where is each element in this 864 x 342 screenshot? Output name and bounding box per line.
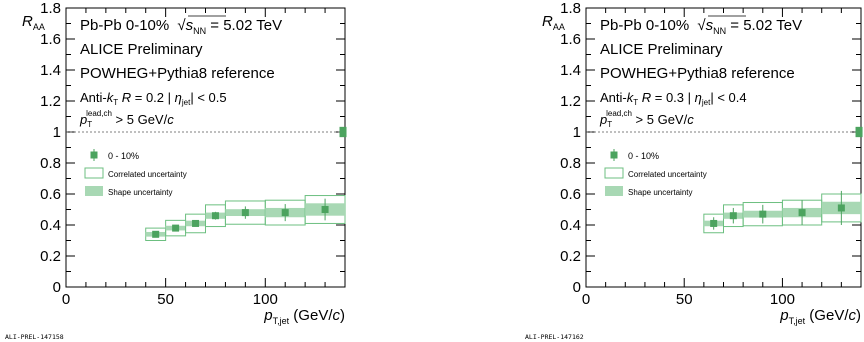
y-tick-label: 1.8 (40, 0, 61, 17)
data-point (729, 212, 737, 220)
legend-entry-correlated: Correlated uncertainty (628, 170, 707, 179)
x-tick-label: 50 (157, 291, 174, 308)
x-tick-label: 50 (676, 291, 693, 308)
y-tick-label: 0.4 (560, 217, 581, 234)
y-tick-label: 1.4 (560, 62, 581, 79)
annotation-reference: POWHEG+Pythia8 reference (600, 65, 795, 82)
legend-shape-swatch (605, 186, 623, 196)
legend-marker (90, 151, 98, 159)
y-tick-label: 0.2 (560, 248, 581, 265)
data-point (241, 209, 249, 217)
annotation-preliminary: ALICE Preliminary (80, 41, 203, 58)
data-point (710, 219, 718, 227)
y-axis-title: RAA (542, 13, 565, 32)
x-axis: 0 50 100 (62, 8, 346, 308)
preliminary-figure-id: ALI-PREL-147162 (525, 333, 584, 341)
x-tick-label: 100 (253, 291, 278, 308)
annotation-jet-definition: Anti-kT R = 0.3 | ηjet| < 0.4 (600, 90, 747, 107)
y-tick-label: 0.6 (40, 186, 61, 203)
data-point (211, 212, 219, 220)
y-tick-label: 1.6 (560, 31, 581, 48)
legend-marker (610, 151, 618, 159)
data-point (192, 219, 200, 227)
y-tick-label: 0.4 (40, 217, 61, 234)
legend-correlated-swatch (604, 167, 624, 179)
y-tick-label: 1 (573, 124, 581, 141)
y-tick-label: 0.8 (40, 155, 61, 172)
normalization-uncertainty-box (339, 126, 347, 138)
preliminary-figure-id: ALI-PREL-147158 (5, 333, 64, 341)
y-tick-label: 0 (53, 279, 61, 296)
panel-2: 0 0.2 0.4 0.6 0.8 1 1.2 1.4 1.6 1.8 0 50 100 RAA pT,je… (525, 0, 863, 341)
y-axis-title: RAA (22, 13, 45, 32)
y-tick-label: 1.2 (560, 93, 581, 110)
normalization-uncertainty-box (855, 126, 863, 138)
legend-entry-data: 0 - 10% (108, 151, 139, 161)
annotation-system: Pb-Pb 0-10% √sNN = 5.02 TeV (80, 17, 282, 36)
y-tick-label: 0.2 (40, 248, 61, 265)
x-axis-title: pT,jet (GeV/c) (779, 307, 861, 326)
data-point (281, 209, 289, 217)
legend-entry-correlated: Correlated uncertainty (108, 170, 187, 179)
y-tick-label: 0.8 (560, 155, 581, 172)
data-point (759, 210, 767, 218)
y-tick-label: 0.6 (560, 186, 581, 203)
x-tick-label: 0 (582, 291, 590, 308)
annotation-preliminary: ALICE Preliminary (600, 41, 723, 58)
x-tick-label: 0 (62, 291, 70, 308)
series-1 (145, 195, 346, 242)
data-point (172, 224, 180, 232)
annotation-jet-definition: Anti-kT R = 0.2 | ηjet| < 0.5 (80, 90, 227, 107)
annotation-system: Pb-Pb 0-10% √sNN = 5.02 TeV (600, 17, 802, 36)
y-tick-label: 1.4 (40, 62, 61, 79)
legend-entry-shape: Shape uncertainty (108, 188, 173, 197)
data-point (321, 206, 329, 213)
data-point (798, 209, 806, 217)
data-point (152, 230, 160, 238)
y-tick-label: 1.6 (40, 31, 61, 48)
x-axis: 0 50 100 (582, 8, 862, 308)
y-tick-label: 1.2 (40, 93, 61, 110)
y-tick-label: 1.8 (560, 0, 581, 17)
annotation-leading-track-cut: pTlead,ch > 5 GeV/c (79, 109, 174, 129)
y-tick-label: 1 (53, 124, 61, 141)
legend: 0 - 10% Correlated uncertainty Shape uncer… (604, 149, 707, 197)
panel-1: 0 0.2 0.4 0.6 0.8 1 1.2 1.4 1.6 1.8 0 50 100 RAA pT,je… (5, 0, 347, 341)
x-tick-label: 100 (770, 291, 795, 308)
y-tick-label: 0 (573, 279, 581, 296)
x-axis-title: pT,jet (GeV/c) (263, 307, 345, 326)
legend-correlated-swatch (84, 167, 104, 179)
legend-entry-shape: Shape uncertainty (628, 188, 693, 197)
legend-entry-data: 0 - 10% (628, 151, 659, 161)
legend: 0 - 10% Correlated uncertainty Shape uncer… (84, 149, 187, 197)
data-point (837, 204, 845, 212)
annotation-reference: POWHEG+Pythia8 reference (80, 65, 275, 82)
series-1 (703, 190, 862, 234)
legend-shape-swatch (85, 186, 103, 196)
annotation-leading-track-cut: pTlead,ch > 5 GeV/c (599, 109, 694, 129)
